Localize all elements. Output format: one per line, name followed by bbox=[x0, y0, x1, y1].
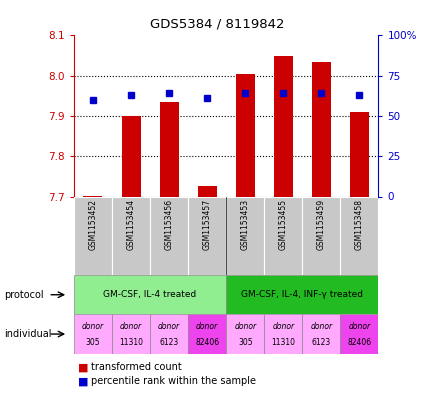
Bar bbox=[339, 196, 378, 275]
Bar bbox=[188, 196, 226, 275]
Text: 305: 305 bbox=[85, 338, 100, 347]
Bar bbox=[235, 73, 254, 196]
Text: donor: donor bbox=[158, 323, 180, 331]
Bar bbox=[273, 55, 292, 196]
Text: percentile rank within the sample: percentile rank within the sample bbox=[91, 376, 256, 386]
Bar bbox=[121, 116, 140, 196]
Text: GM-CSF, IL-4, INF-γ treated: GM-CSF, IL-4, INF-γ treated bbox=[241, 290, 362, 299]
Bar bbox=[263, 196, 302, 275]
Text: GSM1153454: GSM1153454 bbox=[126, 199, 135, 250]
Text: GSM1153457: GSM1153457 bbox=[202, 199, 211, 250]
Text: individual: individual bbox=[4, 329, 52, 339]
Text: donor: donor bbox=[196, 323, 218, 331]
Text: 82406: 82406 bbox=[347, 338, 371, 347]
Bar bbox=[339, 314, 378, 354]
Text: GSM1153458: GSM1153458 bbox=[354, 199, 363, 250]
Text: ■: ■ bbox=[78, 362, 89, 373]
Bar bbox=[226, 314, 263, 354]
Text: GSM1153453: GSM1153453 bbox=[240, 199, 249, 250]
Text: GSM1153459: GSM1153459 bbox=[316, 199, 325, 250]
Bar bbox=[349, 112, 368, 196]
Bar bbox=[226, 275, 378, 314]
Text: protocol: protocol bbox=[4, 290, 44, 300]
Text: donor: donor bbox=[82, 323, 104, 331]
Text: 6123: 6123 bbox=[159, 338, 178, 347]
Text: ■: ■ bbox=[78, 376, 89, 386]
Text: 11310: 11310 bbox=[271, 338, 295, 347]
Bar bbox=[150, 314, 188, 354]
Text: GDS5384 / 8119842: GDS5384 / 8119842 bbox=[150, 18, 284, 31]
Bar bbox=[74, 314, 112, 354]
Text: 6123: 6123 bbox=[311, 338, 330, 347]
Bar bbox=[197, 186, 216, 196]
Text: transformed count: transformed count bbox=[91, 362, 182, 373]
Text: donor: donor bbox=[120, 323, 142, 331]
Text: 11310: 11310 bbox=[119, 338, 143, 347]
Bar bbox=[112, 314, 150, 354]
Text: GM-CSF, IL-4 treated: GM-CSF, IL-4 treated bbox=[103, 290, 196, 299]
Bar bbox=[263, 314, 302, 354]
Text: 82406: 82406 bbox=[195, 338, 219, 347]
Bar bbox=[74, 196, 112, 275]
Bar bbox=[226, 196, 263, 275]
Text: GSM1153452: GSM1153452 bbox=[88, 199, 97, 250]
Text: donor: donor bbox=[233, 323, 256, 331]
Bar bbox=[150, 196, 188, 275]
Text: donor: donor bbox=[272, 323, 294, 331]
Bar bbox=[112, 196, 150, 275]
Text: donor: donor bbox=[309, 323, 332, 331]
Bar bbox=[302, 196, 339, 275]
Bar bbox=[188, 314, 226, 354]
Text: 305: 305 bbox=[237, 338, 252, 347]
Bar bbox=[302, 314, 339, 354]
Text: donor: donor bbox=[348, 323, 370, 331]
Text: GSM1153456: GSM1153456 bbox=[164, 199, 173, 250]
Bar bbox=[159, 102, 178, 196]
Bar bbox=[74, 275, 226, 314]
Text: GSM1153455: GSM1153455 bbox=[278, 199, 287, 250]
Bar bbox=[311, 62, 330, 196]
